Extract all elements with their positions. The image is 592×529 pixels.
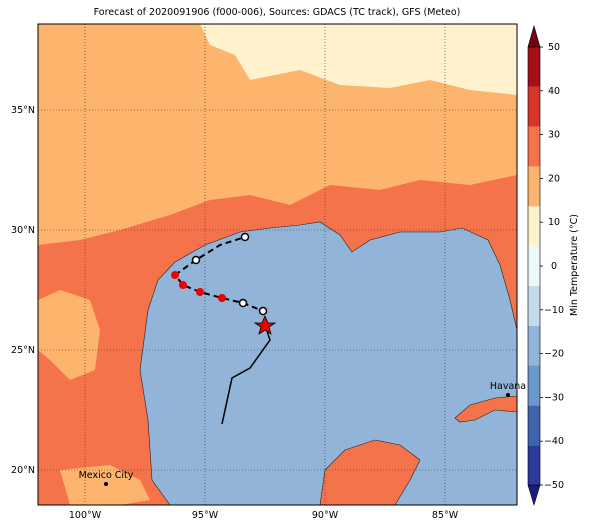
colorbar-tick-label: −20 [544,349,564,360]
lat-label: 25°N [11,345,35,356]
lon-label: 85°W [432,510,459,521]
colorbar-band [528,206,540,247]
colorbar-band [528,285,540,326]
colorbar-band [528,246,540,286]
colorbar-extend [527,484,541,507]
city-dot [104,482,108,486]
colorbar-band [528,126,540,167]
city-label: Havana [490,381,526,392]
colorbar-band [528,86,540,127]
city-dot [506,393,510,397]
lon-label: 95°W [192,510,219,521]
colorbar-tick-label: −30 [544,392,564,403]
storm-markers [171,232,277,335]
gulf [139,221,517,505]
yucatan [319,439,421,505]
colorbar-tick-label: 0 [551,261,557,272]
map-area [38,24,517,505]
colorbar-tick-label: −40 [544,436,564,447]
lat-label: 20°N [11,465,35,476]
colorbar-tick-label: 40 [548,86,560,97]
colorbar-tick-label: 30 [548,130,560,141]
colorbar-tick-label: −10 [544,305,564,316]
lon-label: 90°W [312,510,339,521]
cuba [454,395,517,423]
colorbar-band [528,325,540,366]
past-track [221,324,271,425]
city-label: Mexico City [79,470,134,481]
cool-zone [200,24,517,95]
colorbar-band [528,166,540,207]
map-frame [37,23,518,506]
colorbar-label: Min Temperature (°C) [569,214,580,316]
colorbar-band [528,405,540,446]
colorbar-tick-label: 20 [548,173,560,184]
plateau [38,290,100,380]
lon-label: 100°W [69,510,102,521]
colorbar-tick-label: −50 [544,480,564,491]
colorbar-band [528,365,540,406]
forecast-track [174,236,246,276]
colorbar-band [528,445,540,485]
colorbar-tick-label: 50 [548,42,560,53]
colorbar-extend [527,24,541,48]
map-title: Forecast of 2020091906 (f000-006), Sourc… [94,7,461,18]
colorbar-band [528,47,540,87]
graticule [38,24,517,505]
lat-label: 35°N [11,105,35,116]
colorbar-tick-label: 10 [548,217,560,228]
lat-label: 30°N [11,225,35,236]
